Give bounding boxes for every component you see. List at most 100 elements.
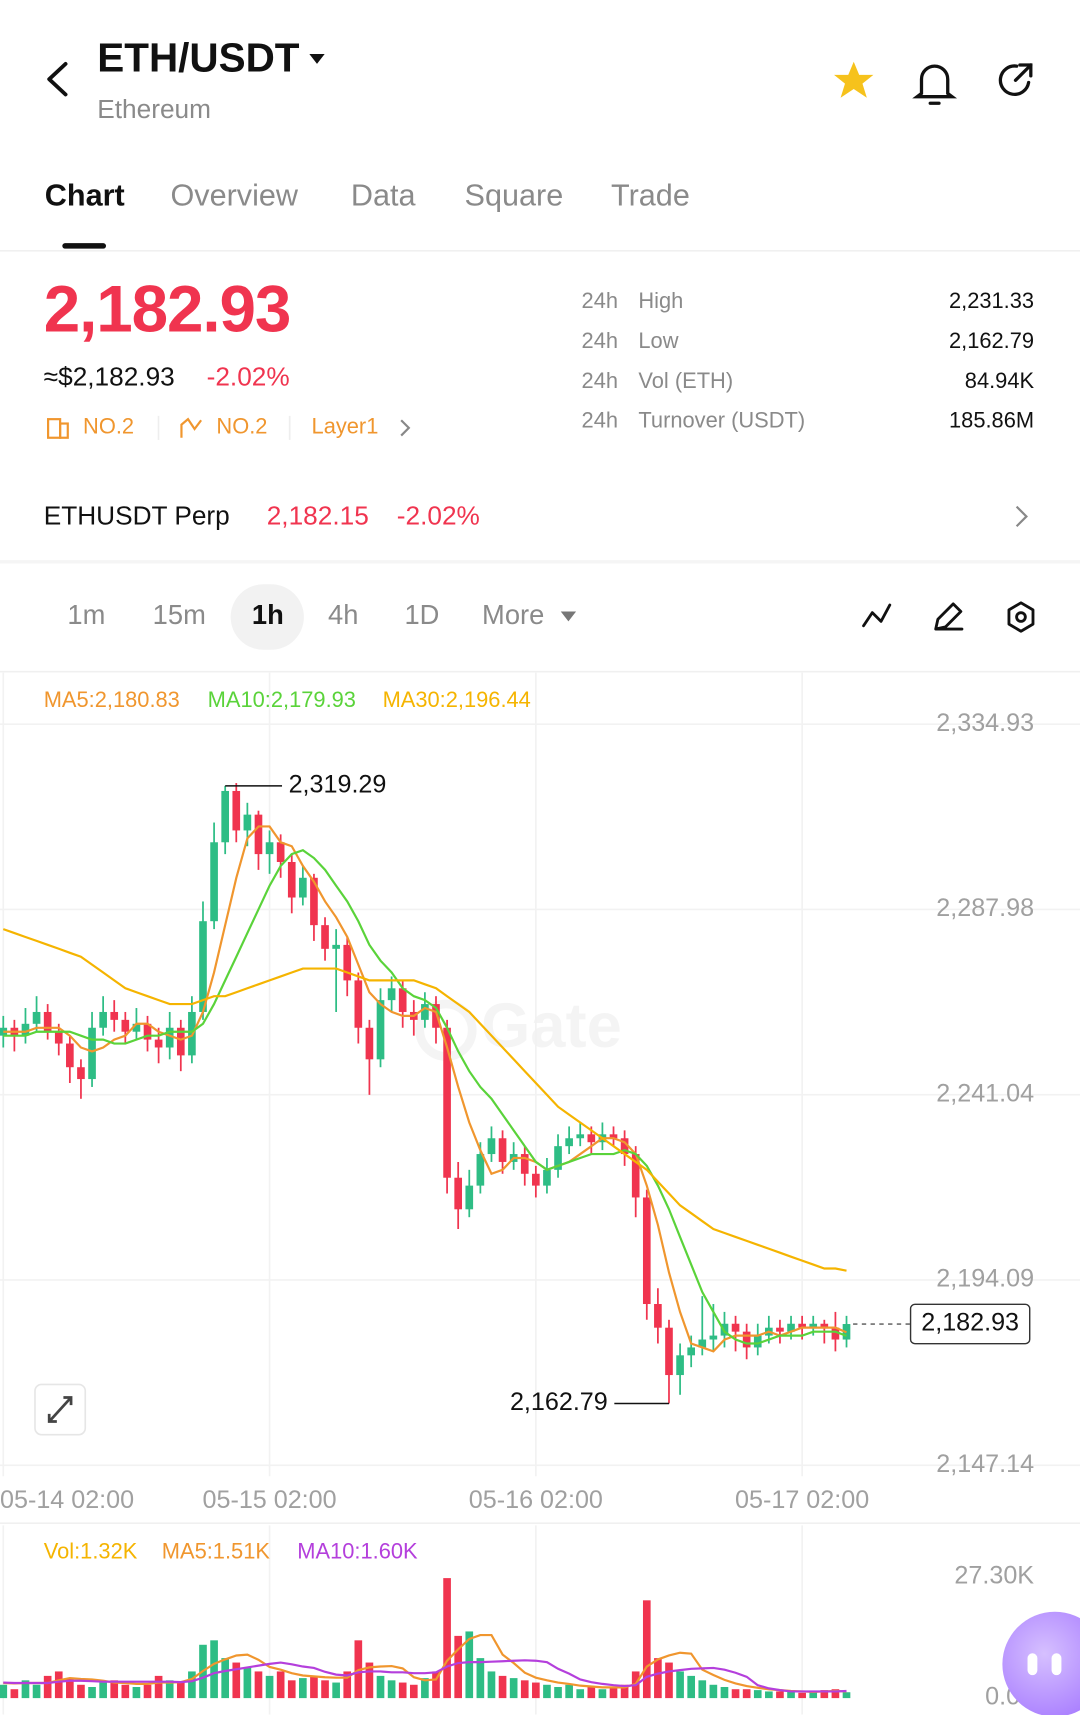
indicator-button[interactable] [862, 603, 892, 628]
volume-bar [720, 1686, 729, 1699]
stat-period: 24h [582, 328, 618, 353]
badge[interactable]: NO.2 [83, 414, 134, 439]
interval[interactable]: 4h [328, 599, 358, 630]
mascot-body[interactable] [1002, 1611, 1080, 1715]
y-tick-label: 2,334.93 [936, 709, 1034, 737]
volume-bar [642, 1600, 651, 1699]
volume-bar [243, 1666, 252, 1699]
candle-body [143, 1023, 152, 1040]
volume-bar [565, 1684, 573, 1699]
candle-body [376, 1000, 385, 1060]
symbol-title[interactable]: ETH/USDT [97, 34, 299, 80]
volume-bar [287, 1680, 296, 1699]
volume-ma-line [3, 1633, 847, 1693]
tab[interactable]: Trade [611, 178, 690, 212]
badge[interactable]: Layer1 [312, 414, 379, 439]
ma-legend: MA30:2,196.44 [383, 687, 531, 712]
y-tick-label: 2,147.14 [936, 1450, 1034, 1478]
stats-table: 24h High 2,231.33 24h Low 2,162.79 24h Vol (ETH… [582, 288, 1035, 433]
chevron[interactable] [400, 419, 411, 437]
mascot-eye [1027, 1653, 1038, 1676]
candle-body [176, 1027, 185, 1056]
volume-ma-legend: MA5:1.51K [162, 1539, 271, 1564]
candle-body [287, 862, 296, 898]
tab[interactable]: Chart [45, 178, 125, 212]
y-tick-label: 2,194.09 [936, 1265, 1034, 1293]
volume-bar [32, 1684, 41, 1699]
candle-body [32, 1011, 41, 1024]
candle-body [154, 1039, 163, 1048]
candle-body [476, 1154, 485, 1186]
volume-bar [387, 1680, 396, 1699]
volume-bar [609, 1686, 618, 1699]
volume-bar [221, 1658, 230, 1699]
volume-bar [831, 1689, 840, 1699]
perp-change: -2.02% [397, 500, 480, 530]
candle-body [121, 1019, 130, 1032]
interval[interactable]: 15m [153, 599, 206, 630]
volume-bar [842, 1692, 851, 1699]
tab[interactable]: Overview [171, 178, 299, 212]
ma-line [3, 848, 847, 1345]
volume-bar [398, 1682, 407, 1699]
volume-bar [543, 1684, 551, 1699]
candle-body [398, 988, 407, 1012]
last-price-box [909, 1303, 1031, 1345]
x-tick-label: 05-14 02:00 [0, 1486, 134, 1514]
price-plot: 2,334.93 2,287.98 2,241.04 2,194.09 2,147.14… [0, 672, 1080, 1715]
volume-bar [0, 1684, 8, 1699]
y-tick-label: 2,241.04 [936, 1079, 1034, 1107]
tab[interactable]: Square [465, 178, 564, 212]
favorite-star[interactable] [834, 61, 874, 98]
volume-bar [165, 1680, 174, 1699]
draw-button[interactable] [934, 602, 964, 631]
volume-bar [99, 1682, 107, 1699]
volume-bar [753, 1690, 762, 1699]
interval[interactable]: 1h [252, 599, 284, 630]
volume-bar [254, 1671, 263, 1699]
candle-body [343, 944, 352, 981]
volume-bar [765, 1691, 773, 1699]
volume-legend: Vol:1.32K [44, 1539, 138, 1564]
candle-body [753, 1335, 762, 1348]
interval[interactable]: More [482, 599, 544, 630]
volume-bar [520, 1680, 529, 1699]
volume-bar [731, 1689, 740, 1699]
candle-body [210, 842, 218, 922]
interval[interactable]: 1D [404, 599, 439, 630]
chevron[interactable] [1015, 505, 1028, 528]
candle-body [631, 1154, 640, 1198]
candle-body [520, 1154, 529, 1174]
volume-bar [709, 1684, 718, 1699]
price-change: -2.02% [207, 362, 290, 392]
candle-body [742, 1331, 751, 1348]
back-button[interactable] [47, 61, 68, 97]
candle-body [199, 921, 207, 1012]
stat-label: High [638, 288, 683, 313]
candle-body [265, 842, 274, 855]
symbol-dropdown[interactable] [309, 54, 325, 64]
perp-name[interactable]: ETHUSDT Perp [44, 500, 230, 530]
alert-bell[interactable] [912, 64, 958, 105]
candle-body [332, 944, 340, 949]
interval[interactable]: 1m [67, 599, 105, 630]
expand-icon [47, 1396, 73, 1423]
share-button[interactable] [998, 63, 1033, 96]
badge[interactable]: NO.2 [216, 414, 267, 439]
volume-bar [654, 1658, 662, 1699]
candle-body [487, 1138, 496, 1155]
expand-button[interactable] [34, 1383, 87, 1436]
candle-body [654, 1304, 662, 1328]
assistant-mascot[interactable] [1002, 1611, 1080, 1715]
candle-body [565, 1138, 573, 1147]
volume-bar [421, 1678, 429, 1699]
volume-bar [776, 1691, 784, 1699]
settings-button[interactable] [1007, 601, 1035, 633]
volume-bar [310, 1675, 318, 1699]
tab[interactable]: Data [351, 178, 417, 212]
more-caret[interactable] [560, 611, 577, 622]
volume-bar [143, 1684, 152, 1699]
candle-body [321, 925, 329, 949]
divider [0, 560, 1080, 564]
